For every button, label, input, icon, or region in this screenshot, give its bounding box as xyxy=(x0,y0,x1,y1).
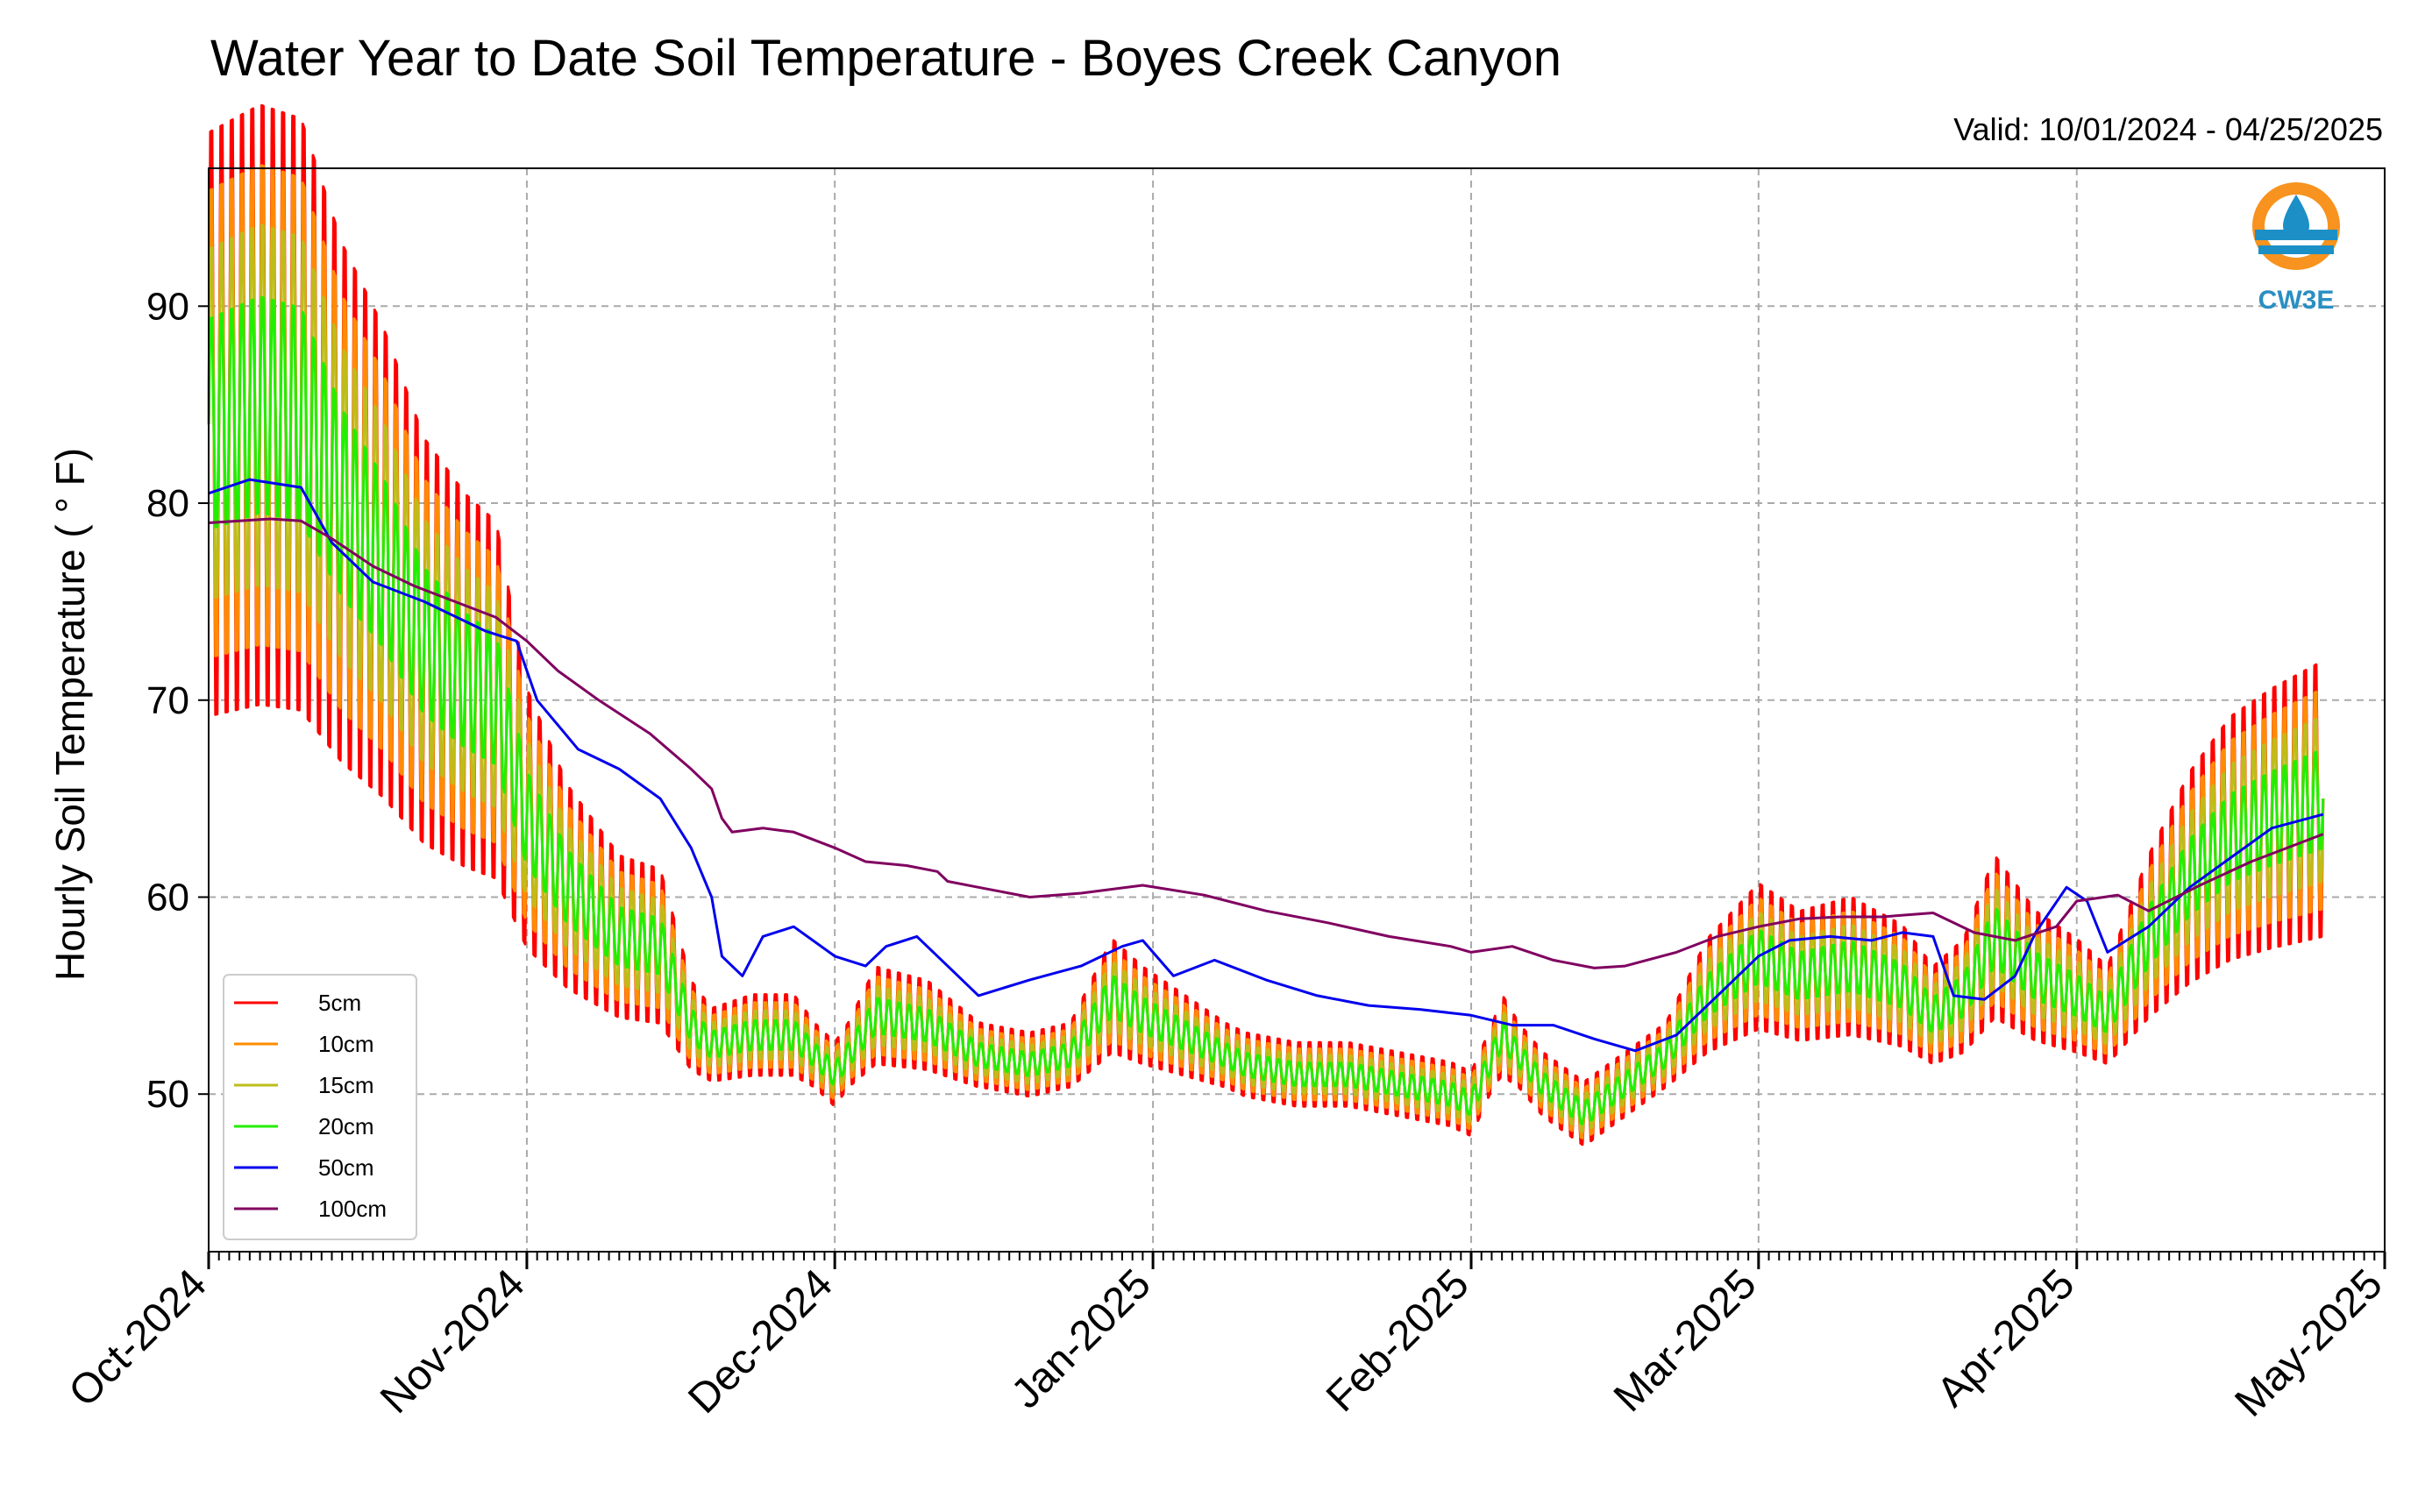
logo-drop-icon xyxy=(2283,195,2309,239)
x-tick-label: Jan-2025 xyxy=(1003,1260,1160,1417)
logo-text: CW3E xyxy=(2258,286,2335,315)
y-axis-label: Hourly Soil Temperature ( ° F) xyxy=(47,448,93,981)
x-tick-label: Oct-2024 xyxy=(60,1260,216,1416)
chart-subtitle: Valid: 10/01/2024 - 04/25/2025 xyxy=(1953,111,2383,147)
logo-wave-icon xyxy=(2258,245,2334,254)
y-tick-label: 90 xyxy=(146,285,189,328)
legend-label: 10cm xyxy=(318,1031,374,1057)
x-tick-label: May-2025 xyxy=(2226,1260,2391,1425)
y-axis: 50 60 70 80 90 xyxy=(146,285,209,1116)
x-tick-label: Apr-2025 xyxy=(1928,1260,2083,1416)
legend-label: 100cm xyxy=(318,1196,387,1222)
series-line-50cm xyxy=(208,478,2324,1053)
chart-title: Water Year to Date Soil Temperature - Bo… xyxy=(210,30,1561,87)
series-line-10cm xyxy=(207,164,2325,1139)
x-tick-label: Nov-2024 xyxy=(372,1260,534,1423)
legend-box xyxy=(223,974,417,1240)
x-axis: Oct-2024 Nov-2024 Dec-2024 Jan-2025 Feb-2025… xyxy=(60,1252,2392,1426)
legend: 5cm 10cm 15cm 20cm 50cm 100cm xyxy=(223,974,417,1240)
legend-label: 50cm xyxy=(318,1154,374,1181)
y-tick-label: 80 xyxy=(146,482,189,525)
x-tick-label: Dec-2024 xyxy=(679,1260,842,1423)
cw3e-logo: CW3E xyxy=(2252,182,2340,315)
data-series xyxy=(207,103,2325,1146)
y-tick-label: 70 xyxy=(146,679,189,722)
y-tick-label: 50 xyxy=(146,1073,189,1116)
legend-label: 15cm xyxy=(318,1072,374,1098)
series-line-5cm xyxy=(207,103,2325,1146)
series-line-15cm xyxy=(207,224,2325,1133)
series-line-100cm xyxy=(208,517,2324,969)
legend-label: 5cm xyxy=(318,990,361,1016)
x-tick-label: Mar-2025 xyxy=(1605,1260,1766,1421)
legend-label: 20cm xyxy=(318,1113,374,1139)
x-tick-label: Feb-2025 xyxy=(1318,1260,1478,1421)
y-tick-label: 60 xyxy=(146,876,189,919)
series-line-20cm xyxy=(207,295,2325,1125)
